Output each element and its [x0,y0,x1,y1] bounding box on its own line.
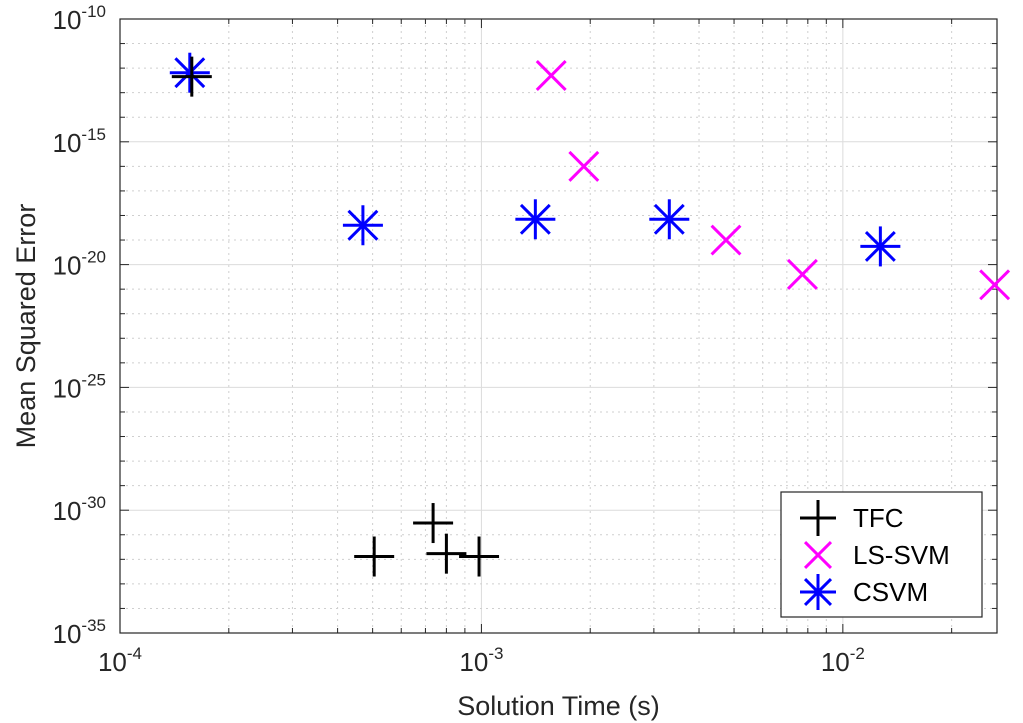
legend-label: CSVM [853,577,928,607]
tick-marks [119,18,997,634]
y-tick-label: 10-10 [53,2,107,35]
tfc-point [171,56,212,97]
ls-svm-point [979,269,1011,301]
y-tick-labels: 10-10 10-15 10-20 10-25 10-30 10-35 [53,2,107,649]
x-tick-label: 10-2 [821,644,865,677]
plot-frame [119,18,998,634]
csvm-point [860,226,901,267]
ls-svm-point [535,60,567,91]
csvm-point [515,199,556,240]
legend: TFC LS-SVM CSVM [780,491,983,618]
csvm-point [649,199,690,240]
y-tick-label: 10-35 [53,616,107,649]
tfc-point [413,503,454,544]
y-tick-label: 10-25 [53,370,107,403]
x-tick-labels: 10-4 10-3 10-2 [98,644,865,677]
x-tick-label: 10-4 [98,644,142,677]
ls-svm-point [786,258,818,290]
y-tick-label: 10-30 [53,493,107,526]
x-tick-label: 10-3 [459,644,503,677]
y-tick-label: 10-15 [53,125,107,158]
x-axis-label: Solution Time (s) [457,691,660,721]
legend-marker [800,574,836,610]
csvm-point [169,52,210,93]
y-axis-label: Mean Squared Error [11,204,41,449]
legend-label: TFC [853,503,904,533]
legend-box [780,491,983,618]
data-markers [169,52,1011,577]
legend-marker [800,500,836,536]
tfc-point [426,533,467,574]
csvm-point [342,205,383,246]
legend-label: LS-SVM [853,540,950,570]
y-tick-label: 10-20 [53,248,107,281]
tfc-point [354,536,395,577]
ls-svm-point [710,224,742,256]
ls-svm-point [568,150,600,182]
legend-marker [803,540,833,570]
tfc-point [459,536,500,577]
